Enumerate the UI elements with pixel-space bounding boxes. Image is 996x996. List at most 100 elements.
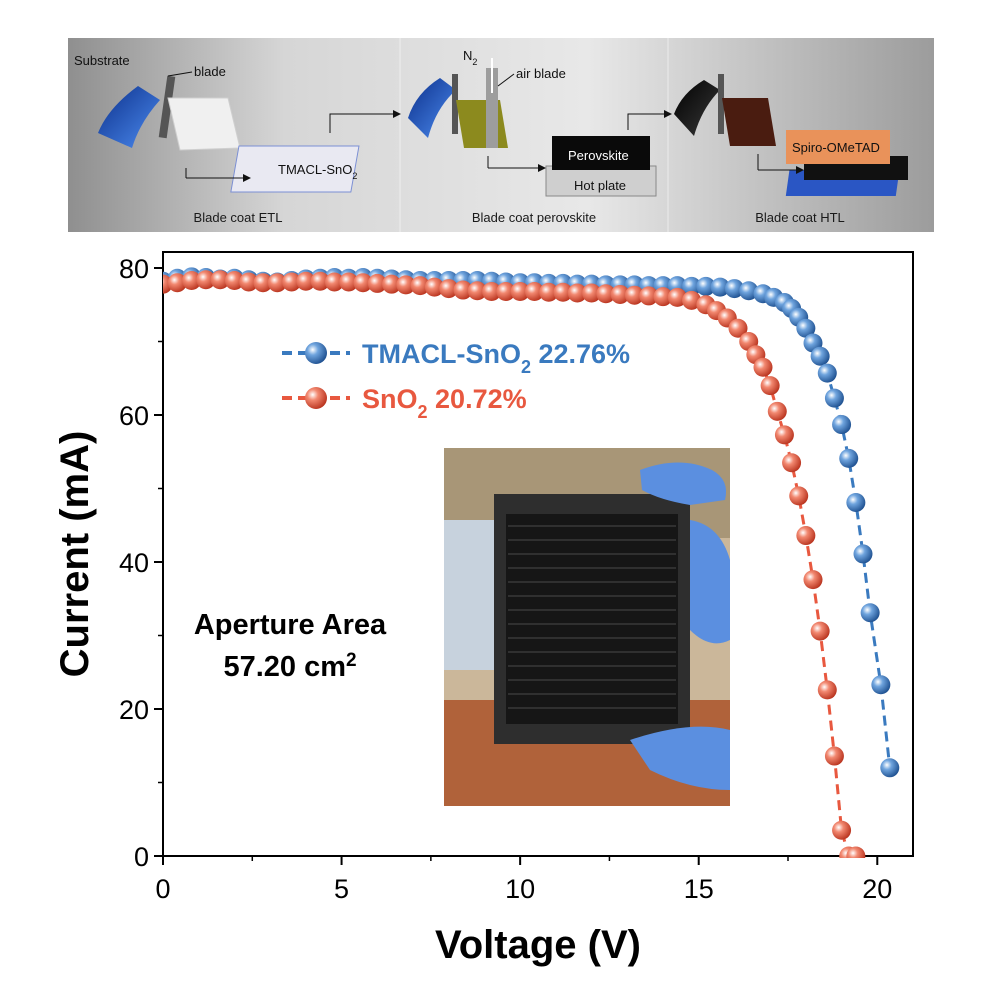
step-htl: Spiro-OMeTAD Blade coat HTL [674,74,908,225]
data-point-series-0 [824,388,844,408]
aperture-area-line2: 57.20 cm2 [223,650,356,684]
legend-value-tmacl: 22.76% [531,339,630,369]
x-tick-label: 10 [505,874,535,904]
data-point-series-1 [824,746,844,766]
x-tick-label: 5 [334,874,349,904]
data-point-series-1 [728,318,748,338]
data-point-series-1 [624,285,644,305]
data-point-series-1 [682,290,702,310]
data-point-series-0 [846,492,866,512]
step-perovskite: N2 air blade Perovskite Hot plate Blade … [408,48,657,225]
data-point-series-1 [760,376,780,396]
substrate-curved [408,78,456,138]
data-point-series-1 [324,272,344,292]
data-point-series-1 [424,277,444,297]
fabrication-schematic: Substrate blade TMACL-SnO2 Blade coat ET… [68,38,934,232]
arrow-head [796,166,804,174]
data-point-series-0 [832,415,852,435]
data-point-series-1 [639,286,659,306]
data-point-series-0 [810,346,830,366]
module-photo [444,448,730,806]
legend-marker-tmacl [305,342,327,364]
arrow-head [243,174,251,182]
data-point-series-1 [774,425,794,445]
data-point-series-1 [239,272,259,292]
data-point-series-1 [810,621,830,641]
legend-item-tmacl: TMACL-SnO2 22.76% [282,339,630,377]
data-point-series-1 [596,284,616,304]
data-point-series-1 [767,401,787,421]
data-point-series-1 [553,282,573,302]
data-point-series-1 [832,820,852,840]
data-point-series-1 [510,282,530,302]
axis-ticks [154,267,879,865]
glove-top [640,462,727,505]
hot-plate-label: Hot plate [574,178,626,193]
data-point-series-0 [817,363,837,383]
data-point-series-1 [482,282,502,302]
step-etl: Substrate blade TMACL-SnO2 Blade coat ET… [74,53,360,225]
data-point-series-1 [782,453,802,473]
data-point-series-1 [410,276,430,296]
plot-frame [162,251,914,857]
data-point-series-1 [382,274,402,294]
step-label-etl: Blade coat ETL [194,210,283,225]
data-point-series-1 [667,287,687,307]
data-point-series-0 [853,544,873,564]
data-point-series-1 [582,283,602,303]
data-point-series-1 [524,282,544,302]
substrate-label: Substrate [74,53,130,68]
legend-item-sno2: SnO2 20.72% [282,384,527,422]
data-point-series-0 [696,276,716,296]
perovskite-film [552,136,650,170]
leader-line [167,71,193,77]
data-point-series-1 [496,282,516,302]
y-tick-label: 40 [119,548,149,578]
data-point-series-1 [817,680,837,700]
module-active-area [506,514,678,724]
data-point-series-1 [789,486,809,506]
y-tick-label: 80 [119,254,149,284]
data-point-series-1 [653,287,673,307]
legend: TMACL-SnO2 22.76% SnO2 20.72% [282,339,630,422]
data-point-series-1 [253,273,273,293]
aperture-area-superscript: 2 [346,650,357,671]
data-point-series-1 [753,357,773,377]
htl-wet-film [722,98,776,146]
perovskite-label: Perovskite [568,148,629,163]
data-point-series-0 [871,675,891,695]
data-point-series-0 [739,281,759,301]
y-tick-label: 60 [119,401,149,431]
x-axis-title: Voltage (V) [435,923,641,967]
data-point-series-1 [803,570,823,590]
substrate-curved [98,86,160,148]
data-point-series-0 [724,279,744,299]
blade-shape [718,74,724,134]
data-point-series-1 [282,272,302,292]
legend-label-tmacl: TMACL-SnO2 22.76% [362,339,630,377]
tmacl-film [230,145,360,193]
tmacl-subscript: 2 [352,171,357,181]
blade-shape [158,75,176,139]
data-point-series-1 [167,273,187,293]
data-point-series-0 [682,276,702,296]
data-point-series-1 [367,273,387,293]
x-tick-label: 0 [155,874,170,904]
y-tick-label: 20 [119,695,149,725]
data-point-series-1 [182,270,202,290]
spiro-label: Spiro-OMeTAD [792,140,880,155]
step-label-htl: Blade coat HTL [755,210,845,225]
tick-labels: 0 5 10 15 20 0 20 40 60 80 [119,254,892,904]
legend-subscript-tmacl: 2 [521,357,531,377]
y-axis-title: Current (mA) [53,431,97,678]
data-point-series-1 [196,270,216,290]
data-point-series-1 [567,283,587,303]
legend-subscript-sno2: 2 [418,402,428,422]
aperture-area-line1: Aperture Area [194,609,387,641]
data-point-series-1 [267,273,287,293]
substrate-curved [674,80,720,136]
data-point-series-1 [396,275,416,295]
data-point-series-1 [353,273,373,293]
glove-right [690,520,730,644]
